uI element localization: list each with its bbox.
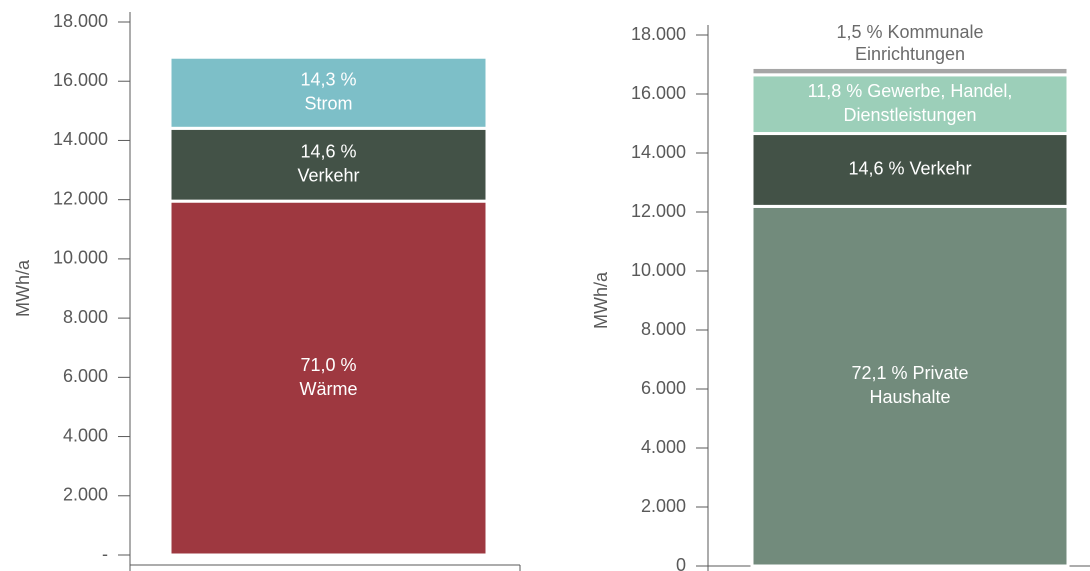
- y-tick-label: 4.000: [641, 437, 686, 457]
- bar-segment: [168, 55, 489, 130]
- y-tick-label: 16.000: [53, 70, 108, 90]
- bar-segment: [168, 126, 489, 203]
- segment-label: Dienstleistungen: [843, 105, 976, 125]
- segment-label: 1,5 % Kommunale: [836, 22, 983, 42]
- segment-label: Haushalte: [869, 387, 950, 407]
- y-tick-label: 12.000: [53, 188, 108, 208]
- y-tick-label: 8.000: [63, 307, 108, 327]
- segment-label: Wärme: [300, 379, 358, 399]
- y-axis-label: MWh/a: [591, 271, 611, 329]
- y-tick-label: 18.000: [53, 11, 108, 31]
- y-tick-label: 14.000: [631, 142, 686, 162]
- segment-label: 11,8 % Gewerbe, Handel,: [808, 81, 1013, 101]
- y-tick-label: 6.000: [63, 366, 108, 386]
- segment-label: 71,0 %: [300, 355, 356, 375]
- segment-label: 14,6 %: [300, 141, 356, 161]
- segment-label: 14,6 % Verkehr: [848, 159, 971, 179]
- segment-label: 72,1 % Private: [851, 363, 968, 383]
- y-tick-label: 4.000: [63, 425, 108, 445]
- segment-label: Einrichtungen: [855, 44, 965, 64]
- y-tick-label: 6.000: [641, 378, 686, 398]
- y-tick-label: 2.000: [641, 496, 686, 516]
- segment-label: Strom: [304, 94, 352, 114]
- y-tick-label: 16.000: [631, 83, 686, 103]
- y-tick-label: 0: [676, 555, 686, 571]
- y-tick-label: 12.000: [631, 201, 686, 221]
- y-tick-label: 2.000: [63, 485, 108, 505]
- y-axis-label: MWh/a: [13, 259, 33, 317]
- y-tick-label: -: [102, 544, 108, 564]
- bar-segment: [750, 65, 1070, 77]
- y-tick-label: 10.000: [631, 260, 686, 280]
- bar-segment: [168, 199, 489, 557]
- segment-label: Verkehr: [297, 165, 359, 185]
- y-tick-label: 8.000: [641, 319, 686, 339]
- segment-label: 14,3 %: [300, 70, 356, 90]
- y-tick-label: 14.000: [53, 129, 108, 149]
- bar-segment: [750, 204, 1070, 568]
- bar-segment: [750, 132, 1070, 208]
- y-tick-label: 10.000: [53, 248, 108, 268]
- y-tick-label: 18.000: [631, 24, 686, 44]
